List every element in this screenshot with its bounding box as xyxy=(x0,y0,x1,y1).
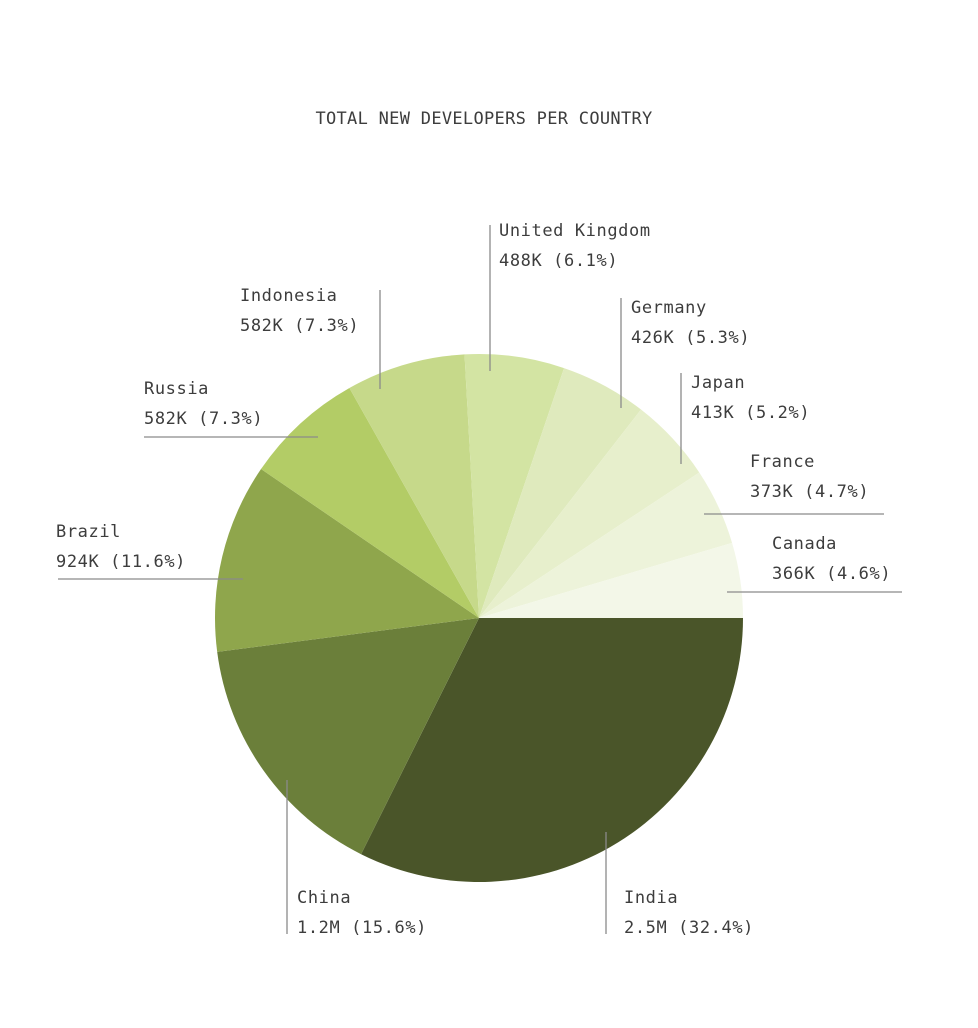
slice-labels: India 2.5M (32.4%) China 1.2M (15.6%) Brazil… xyxy=(56,221,891,938)
pie-slice-indonesia xyxy=(349,354,479,618)
slice-value-canada: 366K (4.6%) xyxy=(772,564,891,584)
pie-slice-france xyxy=(479,472,733,618)
slice-label-united-kingdom: United Kingdom xyxy=(499,221,651,241)
slice-value-united-kingdom: 488K (6.1%) xyxy=(499,251,618,271)
slice-label-india: India xyxy=(624,888,678,908)
slice-value-india: 2.5M (32.4%) xyxy=(624,918,754,938)
leader-lines xyxy=(58,225,902,934)
pie-slice-germany xyxy=(479,368,641,618)
pie-slice-brazil xyxy=(214,469,479,652)
pie-slices xyxy=(214,354,743,882)
slice-label-russia: Russia xyxy=(144,379,209,399)
pie-slice-japan xyxy=(479,409,700,618)
pie-slice-china xyxy=(217,618,479,855)
slice-value-germany: 426K (5.3%) xyxy=(631,328,750,348)
slice-label-germany: Germany xyxy=(631,298,707,318)
slice-label-indonesia: Indonesia xyxy=(240,286,338,306)
slice-value-brazil: 924K (11.6%) xyxy=(56,552,186,572)
slice-label-china: China xyxy=(297,888,351,908)
slice-value-indonesia: 582K (7.3%) xyxy=(240,316,359,336)
slice-value-france: 373K (4.7%) xyxy=(750,482,869,502)
pie-slice-united-kingdom xyxy=(464,354,565,618)
slice-label-france: France xyxy=(750,452,815,472)
slice-value-china: 1.2M (15.6%) xyxy=(297,918,427,938)
slice-value-japan: 413K (5.2%) xyxy=(691,403,810,423)
slice-value-russia: 582K (7.3%) xyxy=(144,409,263,429)
pie-slice-india xyxy=(361,618,743,882)
slice-label-japan: Japan xyxy=(691,373,745,393)
slice-label-brazil: Brazil xyxy=(56,522,121,542)
chart-title: TOTAL NEW DEVELOPERS PER COUNTRY xyxy=(315,109,652,129)
pie-slice-canada xyxy=(479,542,743,618)
slice-label-canada: Canada xyxy=(772,534,837,554)
pie-slice-russia xyxy=(261,388,479,618)
